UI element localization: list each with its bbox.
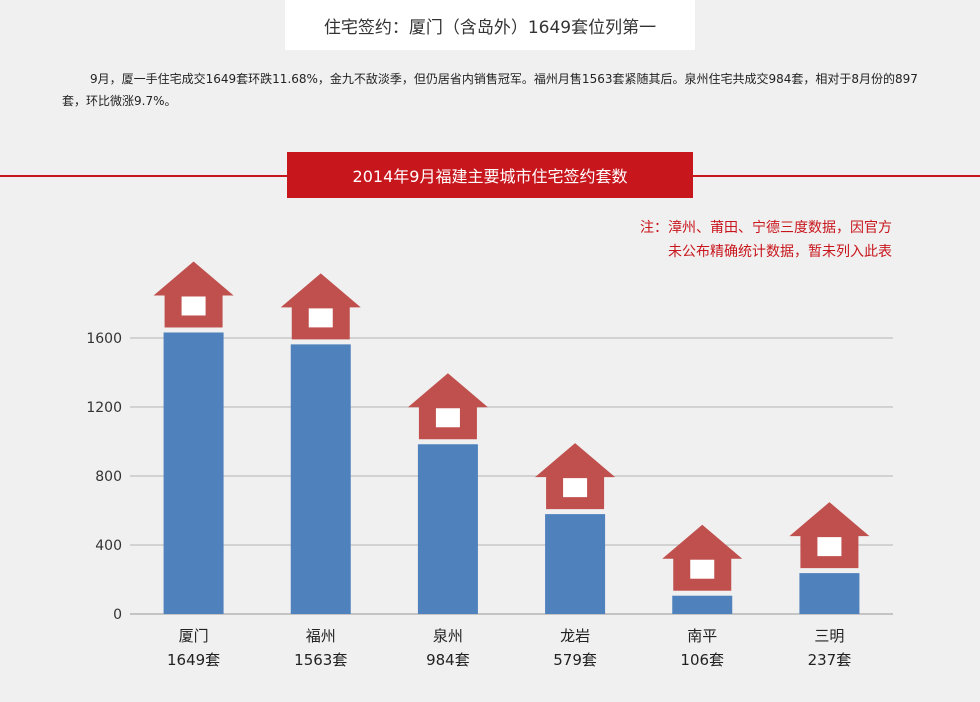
bar-value-label: 1649套 xyxy=(167,651,220,669)
house-roof-icon xyxy=(535,443,616,478)
house-window-icon xyxy=(817,537,842,557)
house-window-icon xyxy=(690,559,715,579)
bar-value-label: 984套 xyxy=(426,651,470,669)
house-window-icon xyxy=(563,478,588,498)
note-line-2: 未公布精确统计数据，暂未列入此表 xyxy=(668,244,892,260)
bar xyxy=(290,344,351,614)
y-tick-label: 1600 xyxy=(86,331,122,347)
x-category-label: 三明 xyxy=(814,627,844,645)
headline: 住宅签约：厦门（含岛外）1649套位列第一 xyxy=(285,0,695,50)
summary-paragraph: 9月，厦一手住宅成交1649套环跌11.68%，金九不敌淡季，但仍居省内销售冠军… xyxy=(62,72,918,108)
headline-text: 住宅签约：厦门（含岛外）1649套位列第一 xyxy=(323,17,657,38)
house-roof-icon xyxy=(662,524,743,559)
house-window-icon xyxy=(308,308,333,328)
y-tick-label: 400 xyxy=(95,538,122,554)
bar xyxy=(163,332,224,614)
house-roof-icon xyxy=(153,261,234,296)
house-roof-icon xyxy=(789,502,870,537)
y-tick-label: 800 xyxy=(95,469,122,485)
x-category-label: 龙岩 xyxy=(560,627,590,645)
house-window-icon xyxy=(435,408,460,428)
x-category-label: 福州 xyxy=(306,627,336,645)
bar xyxy=(799,573,860,614)
bar-value-label: 579套 xyxy=(553,651,597,669)
house-roof-icon xyxy=(280,273,361,308)
chart-title: 2014年9月福建主要城市住宅签约套数 xyxy=(352,167,628,186)
bar-value-label: 106套 xyxy=(680,651,724,669)
x-category-label: 南平 xyxy=(687,627,717,645)
bar-value-label: 1563套 xyxy=(294,651,347,669)
chart-title-box: 2014年9月福建主要城市住宅签约套数 xyxy=(287,152,693,198)
bar-value-label: 237套 xyxy=(808,651,852,669)
x-category-label: 厦门 xyxy=(179,627,209,645)
y-tick-label: 1200 xyxy=(86,400,122,416)
note-line-1: 注：漳州、莆田、宁德三度数据，因官方 xyxy=(640,220,892,236)
y-tick-label: 0 xyxy=(113,607,122,623)
x-category-label: 泉州 xyxy=(433,627,463,645)
bar xyxy=(417,444,478,614)
bar xyxy=(672,595,733,614)
chart-note: 注：漳州、莆田、宁德三度数据，因官方 未公布精确统计数据，暂未列入此表 xyxy=(640,216,892,264)
house-roof-icon xyxy=(407,373,488,408)
house-window-icon xyxy=(181,296,206,316)
bar xyxy=(545,514,606,614)
